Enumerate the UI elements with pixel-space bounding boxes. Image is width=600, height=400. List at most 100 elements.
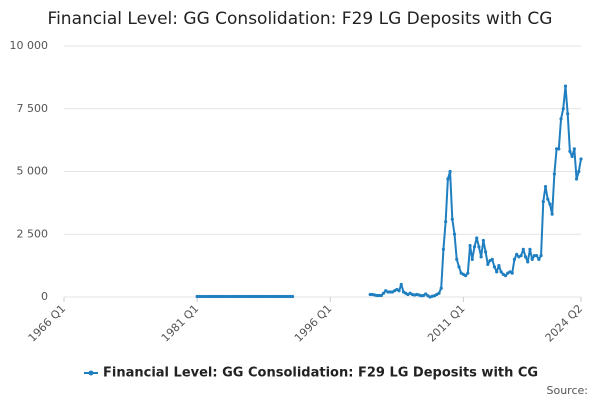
point (483, 250, 488, 254)
point (224, 294, 228, 299)
point (477, 245, 481, 249)
point (466, 271, 470, 275)
point (424, 292, 428, 296)
point (377, 293, 381, 298)
point (264, 294, 268, 299)
point (563, 84, 568, 88)
point (495, 270, 499, 274)
point (246, 294, 250, 299)
legend-marker (88, 370, 94, 376)
point (273, 294, 277, 299)
point (499, 270, 503, 274)
y-tick-label: 5 000 (17, 165, 49, 178)
source: Source: (547, 384, 589, 397)
point (452, 232, 457, 236)
point (574, 177, 579, 181)
point (397, 289, 401, 293)
y-tick-label: 2 500 (17, 227, 49, 240)
point (286, 294, 290, 299)
point (215, 294, 219, 299)
point (439, 286, 443, 290)
point (579, 157, 583, 161)
point (548, 202, 552, 206)
point (577, 169, 581, 174)
point (255, 294, 259, 299)
point (570, 154, 574, 159)
point (475, 236, 479, 240)
point (386, 290, 390, 294)
point (197, 294, 201, 299)
point (546, 197, 550, 201)
y-tick-label: 7 500 (17, 102, 49, 115)
point (519, 253, 523, 258)
point (464, 274, 468, 278)
point (472, 245, 477, 249)
point (290, 294, 295, 299)
point (237, 294, 241, 299)
x-tick-label: 1996 Q1 (292, 302, 335, 345)
point (388, 290, 392, 294)
point (282, 294, 286, 299)
point (481, 238, 485, 243)
point (266, 294, 270, 299)
point (503, 274, 508, 278)
point (566, 112, 570, 116)
point (543, 184, 548, 189)
point (375, 293, 379, 298)
point (213, 294, 217, 299)
point (268, 294, 272, 299)
point (512, 257, 517, 261)
point (528, 247, 532, 251)
point (559, 117, 563, 121)
x-tick-label: 1966 Q1 (26, 302, 69, 345)
point (208, 294, 213, 299)
point (270, 294, 275, 299)
point (468, 243, 472, 248)
legend-label: Financial Level: GG Consolidation: F29 L… (103, 366, 538, 381)
point (235, 294, 239, 299)
chart-title: Financial Level: GG Consolidation: F29 L… (48, 9, 553, 29)
point (381, 291, 386, 295)
point (455, 257, 459, 261)
point (568, 149, 572, 154)
point (257, 294, 261, 299)
point (561, 107, 565, 111)
point (523, 255, 528, 259)
point (228, 294, 233, 299)
x-tick-label: 2024 Q2 (543, 302, 586, 345)
point (277, 294, 281, 299)
point (217, 294, 221, 299)
point (530, 257, 534, 261)
point (552, 172, 556, 176)
point (444, 220, 448, 224)
point (226, 294, 230, 299)
point (535, 253, 539, 258)
point (441, 247, 446, 251)
point (554, 147, 559, 151)
point (204, 294, 208, 299)
point (450, 217, 454, 221)
y-tick-label: 0 (41, 290, 48, 303)
point (199, 294, 204, 299)
point (244, 294, 248, 299)
point (497, 264, 501, 268)
point (470, 257, 474, 261)
x-tick-label: 1981 Q1 (159, 302, 202, 345)
point (279, 294, 284, 299)
point (457, 265, 461, 269)
point (486, 262, 490, 266)
point (437, 291, 441, 295)
point (239, 294, 244, 299)
point (219, 294, 224, 299)
point (490, 257, 494, 261)
x-tick-label: 2011 Q1 (425, 302, 468, 345)
point (368, 292, 372, 297)
point (399, 282, 403, 287)
point (248, 294, 252, 299)
point (537, 257, 541, 261)
point (284, 294, 288, 299)
point (262, 294, 266, 299)
point (572, 147, 576, 151)
point (231, 294, 235, 299)
